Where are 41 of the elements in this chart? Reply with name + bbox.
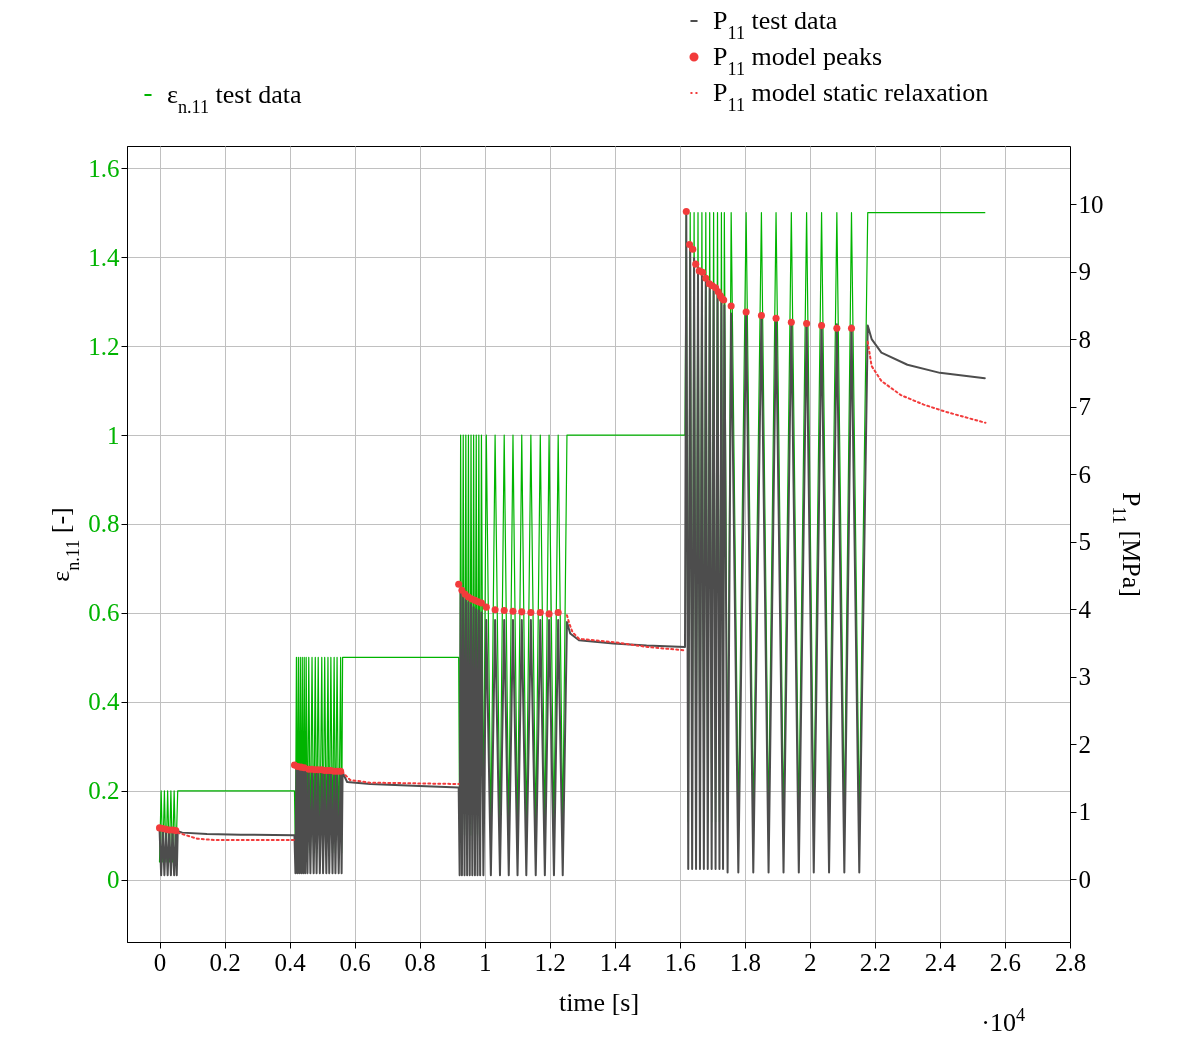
x-axis-title: time [s] <box>558 987 640 1017</box>
y2-tick-label: 7 <box>1078 393 1091 421</box>
x-tick-label: 1.6 <box>664 948 696 976</box>
x-tick-label: 0 <box>153 948 167 976</box>
x-tick-label: 2.8 <box>1054 948 1087 976</box>
x-tick-label: 0.6 <box>339 948 371 976</box>
y-tick-label: 1 <box>107 421 120 449</box>
x-tick-label: 2.4 <box>924 948 957 976</box>
legend-label: P$_{11}$ model static relaxation <box>713 78 989 115</box>
x-tick-label: 1.2 <box>534 948 566 976</box>
y-tick-label: 1.4 <box>88 243 120 271</box>
y2-tick-label: 8 <box>1078 325 1091 353</box>
legend-label: P$_{11}$ test data <box>713 6 838 43</box>
x-tick-label: 0.4 <box>274 948 307 976</box>
x-tick-label: 0.8 <box>404 948 436 976</box>
y2-tick-label: 1 <box>1078 798 1091 826</box>
y-tick-label: 1.6 <box>88 154 120 182</box>
text: ·10$^{4}$ <box>981 1005 1025 1037</box>
x-tick-label: 0.2 <box>209 948 241 976</box>
y-tick-label: 1.2 <box>88 332 120 360</box>
legend-label: P$_{11}$ model peaks <box>713 42 883 79</box>
x-tick-label: 2.6 <box>989 948 1022 976</box>
x-tick-label: 1 <box>478 948 492 976</box>
y2-tick-label: 6 <box>1078 460 1091 488</box>
y-tick-label: 0 <box>107 866 120 894</box>
x-tick-label: 2.2 <box>859 948 892 976</box>
y-tick-label: 0.6 <box>88 599 120 627</box>
y-tick-label: 0.2 <box>88 777 120 805</box>
y-tick-label: 0.8 <box>88 510 120 538</box>
x-tick-label: 2 <box>804 948 817 976</box>
y2-tick-label: 10 <box>1078 190 1104 218</box>
y2-tick-label: 9 <box>1078 258 1091 286</box>
y-tick-label: 0.4 <box>88 688 120 716</box>
y2-tick-label: 0 <box>1078 865 1091 893</box>
y2-tick-label: 3 <box>1078 663 1091 691</box>
x-tick-label: 1.4 <box>599 948 632 976</box>
y2-tick-label: 4 <box>1078 595 1092 623</box>
x-tick-label: 1.8 <box>729 948 761 976</box>
legend-label: ε$_{n.11}$ test data <box>167 80 302 117</box>
y2-tick-label: 2 <box>1078 730 1091 758</box>
y2-tick-label: 5 <box>1078 528 1091 556</box>
